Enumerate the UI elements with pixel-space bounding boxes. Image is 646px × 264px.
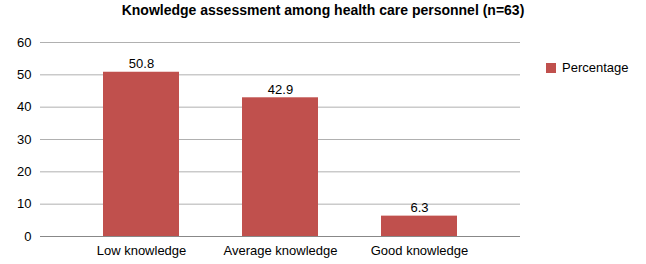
svg-text:50.8: 50.8 — [129, 56, 154, 71]
svg-text:50: 50 — [17, 67, 31, 82]
svg-text:10: 10 — [17, 196, 31, 211]
svg-text:42.9: 42.9 — [268, 82, 293, 97]
svg-text:Average knowledge: Average knowledge — [224, 243, 338, 258]
svg-text:30: 30 — [17, 132, 31, 147]
svg-text:0: 0 — [24, 229, 31, 244]
html-text:Knowledge assessment among hea: Knowledge assessment among health care p… — [121, 2, 525, 18]
svg-text:Low knowledge: Low knowledge — [97, 243, 187, 258]
svg-text:20: 20 — [17, 164, 31, 179]
svg-text:40: 40 — [17, 99, 31, 114]
svg-text:6.3: 6.3 — [410, 200, 428, 215]
svg-text:Good knowledge: Good knowledge — [371, 243, 469, 258]
svg-text:60: 60 — [17, 35, 31, 50]
html-text:Percentage: Percentage — [562, 60, 629, 75]
